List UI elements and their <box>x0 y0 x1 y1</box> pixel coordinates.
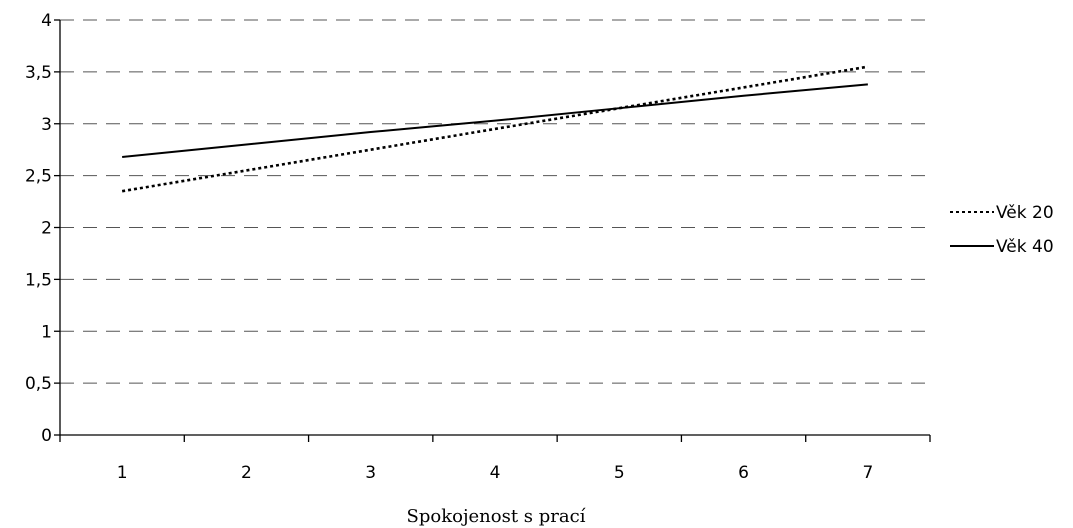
y-ticks: 0 0,5 1 1,5 2 2,5 3 3,5 4 <box>25 11 60 446</box>
y-tick-label: 3 <box>41 115 52 135</box>
x-tick-label: 3 <box>365 463 376 483</box>
x-tick-label: 2 <box>241 463 252 483</box>
x-tick-label: 1 <box>117 463 128 483</box>
legend-label: Věk 40 <box>996 237 1054 257</box>
grid-lines <box>60 19 930 384</box>
series-line-věk-40 <box>122 83 868 158</box>
y-tick-label: 1 <box>41 322 52 342</box>
x-axis-title: Spokojenost s prací <box>407 506 586 527</box>
series-lines <box>121 65 869 193</box>
y-tick-label: 2 <box>41 219 52 239</box>
series-line-věk-20 <box>121 65 869 193</box>
x-tick-label: 7 <box>862 463 873 483</box>
legend-label: Věk 20 <box>996 203 1054 223</box>
y-tick-label: 1,5 <box>25 270 52 290</box>
x-tick-label: 4 <box>490 463 501 483</box>
x-ticks: 1 2 3 4 5 6 7 <box>59 435 931 483</box>
y-tick-label: 2,5 <box>25 167 52 187</box>
legend: Věk 20 Věk 40 <box>950 203 1054 257</box>
x-tick-label: 5 <box>614 463 625 483</box>
y-tick-label: 0,5 <box>25 374 52 394</box>
y-tick-label: 3,5 <box>25 63 52 83</box>
y-tick-label: 4 <box>41 11 52 31</box>
y-tick-label: 0 <box>41 426 52 446</box>
x-tick-label: 6 <box>738 463 749 483</box>
